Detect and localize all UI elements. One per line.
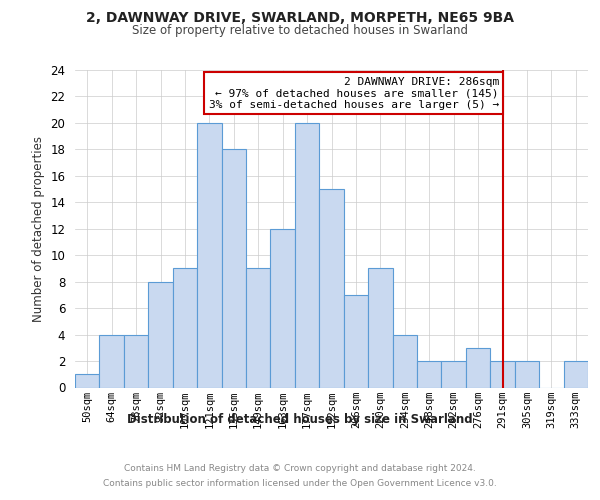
Bar — [563, 361, 588, 388]
Bar — [271, 229, 295, 388]
Bar — [173, 268, 197, 388]
Text: 2 DAWNWAY DRIVE: 286sqm
← 97% of detached houses are smaller (145)
3% of semi-de: 2 DAWNWAY DRIVE: 286sqm ← 97% of detache… — [209, 76, 499, 110]
Y-axis label: Number of detached properties: Number of detached properties — [32, 136, 45, 322]
Bar — [515, 361, 539, 388]
Bar — [75, 374, 100, 388]
Text: 2, DAWNWAY DRIVE, SWARLAND, MORPETH, NE65 9BA: 2, DAWNWAY DRIVE, SWARLAND, MORPETH, NE6… — [86, 11, 514, 25]
Bar — [392, 334, 417, 388]
Bar — [197, 123, 221, 388]
Text: Contains public sector information licensed under the Open Government Licence v3: Contains public sector information licen… — [103, 479, 497, 488]
Bar — [148, 282, 173, 388]
Bar — [417, 361, 442, 388]
Bar — [295, 123, 319, 388]
Text: Size of property relative to detached houses in Swarland: Size of property relative to detached ho… — [132, 24, 468, 37]
Bar — [246, 268, 271, 388]
Bar — [466, 348, 490, 388]
Bar — [100, 334, 124, 388]
Bar — [124, 334, 148, 388]
Bar — [221, 150, 246, 388]
Text: Contains HM Land Registry data © Crown copyright and database right 2024.: Contains HM Land Registry data © Crown c… — [124, 464, 476, 473]
Bar — [442, 361, 466, 388]
Bar — [344, 295, 368, 388]
Bar — [368, 268, 392, 388]
Text: Distribution of detached houses by size in Swarland: Distribution of detached houses by size … — [127, 412, 473, 426]
Bar — [319, 189, 344, 388]
Bar — [490, 361, 515, 388]
